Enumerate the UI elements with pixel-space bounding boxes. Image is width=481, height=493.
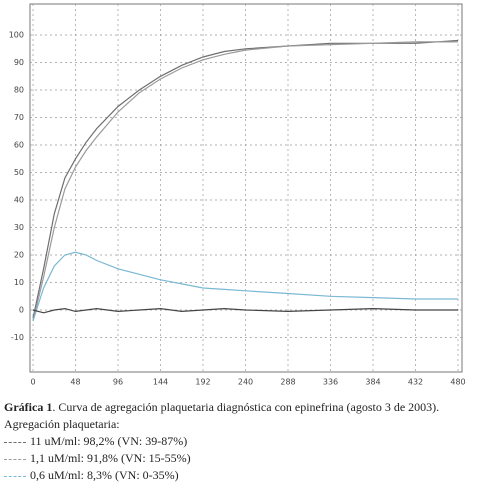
- x-tick-label: 192: [195, 378, 210, 387]
- legend-label: 0,6 uM/ml: 8,3% (VN: 0-35%): [30, 468, 179, 482]
- y-tick-label: -10: [11, 333, 24, 342]
- x-tick-label: 432: [408, 378, 423, 387]
- x-tick-label: 288: [280, 378, 295, 387]
- legend-label: 11 uM/ml: 98,2% (VN: 39-87%): [30, 434, 188, 448]
- legend-entry: 11 uM/ml: 98,2% (VN: 39-87%): [4, 433, 187, 450]
- legend-entry: 1,1 uM/ml: 91,8% (VN: 15-55%): [4, 450, 191, 467]
- y-tick-label: 10: [14, 278, 24, 287]
- legend-swatch: [4, 441, 26, 443]
- y-tick-label: 90: [14, 58, 24, 67]
- y-tick-label: 40: [14, 196, 24, 205]
- series-line: [32, 251, 458, 322]
- y-tick-label: 70: [14, 113, 24, 122]
- x-tick-label: 240: [238, 378, 253, 387]
- caption-label: Gráfica 1: [4, 400, 53, 414]
- legend-entry: 0,6 uM/ml: 8,3% (VN: 0-35%): [4, 467, 179, 484]
- y-tick-label: 20: [14, 251, 24, 260]
- x-tick-label: 48: [70, 378, 80, 387]
- y-tick-label: 100: [9, 31, 24, 40]
- caption-text: . Curva de agregación plaquetaria diagnó…: [52, 400, 440, 414]
- plot-frame: [29, 3, 463, 373]
- x-tick-label: 384: [365, 378, 380, 387]
- series-line: [32, 39, 459, 319]
- y-tick-label: 50: [14, 168, 24, 177]
- x-tick-label: 0: [30, 378, 35, 387]
- series-line: [32, 307, 458, 314]
- legend-label: 1,1 uM/ml: 91,8% (VN: 15-55%): [30, 451, 191, 465]
- chart: -10 0 10 20 30 40 50 60 70 80 90 100 0 48 96 144 192 240 2…: [9, 3, 466, 387]
- x-tick-label: 144: [153, 378, 168, 387]
- caption-subtitle: Agregación plaquetaria:: [4, 417, 120, 431]
- y-tick-label: 80: [14, 86, 24, 95]
- x-tick-label: 336: [323, 378, 338, 387]
- y-tick-label: 60: [14, 141, 24, 150]
- series-line: [32, 41, 458, 322]
- x-tick-label: 96: [113, 378, 123, 387]
- caption-title: Gráfica 1. Curva de agregación plaquetar…: [4, 399, 439, 416]
- y-tick-label: 0: [19, 306, 24, 315]
- legend-swatch: [4, 475, 26, 477]
- x-tick-label: 480: [450, 378, 465, 387]
- legend-swatch: [4, 458, 26, 460]
- y-tick-label: 30: [14, 223, 24, 232]
